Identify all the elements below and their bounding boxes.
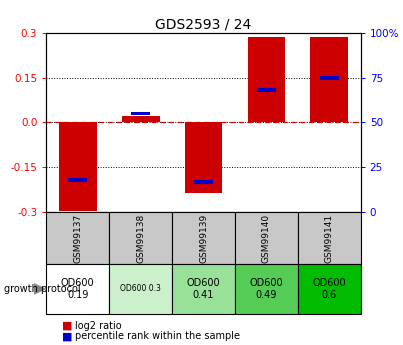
Polygon shape <box>34 284 46 294</box>
Bar <box>131 111 150 116</box>
Bar <box>235 212 298 264</box>
Bar <box>172 264 235 314</box>
Text: GSM99139: GSM99139 <box>199 214 208 263</box>
Bar <box>298 264 361 314</box>
Bar <box>194 180 213 184</box>
Text: OD600
0.49: OD600 0.49 <box>249 278 283 300</box>
Title: GDS2593 / 24: GDS2593 / 24 <box>156 18 251 32</box>
Bar <box>122 117 160 122</box>
Bar <box>257 88 276 92</box>
Text: OD600
0.6: OD600 0.6 <box>312 278 346 300</box>
Bar <box>69 178 87 182</box>
Bar <box>109 264 172 314</box>
Text: GSM99140: GSM99140 <box>262 214 271 263</box>
Bar <box>46 264 109 314</box>
Text: log2 ratio: log2 ratio <box>75 321 121 331</box>
Bar <box>247 37 285 122</box>
Bar <box>109 212 172 264</box>
Bar <box>46 212 109 264</box>
Text: ■: ■ <box>62 332 73 341</box>
Bar <box>185 122 222 193</box>
Text: growth protocol: growth protocol <box>4 284 81 294</box>
Text: GSM99137: GSM99137 <box>73 214 82 263</box>
Bar <box>172 212 235 264</box>
Text: OD600 0.3: OD600 0.3 <box>120 284 161 294</box>
Text: GSM99138: GSM99138 <box>136 214 145 263</box>
Bar <box>298 212 361 264</box>
Text: percentile rank within the sample: percentile rank within the sample <box>75 332 239 341</box>
Bar <box>310 37 348 122</box>
Text: GSM99141: GSM99141 <box>325 214 334 263</box>
Bar <box>235 264 298 314</box>
Text: OD600
0.19: OD600 0.19 <box>61 278 95 300</box>
Bar <box>320 76 339 80</box>
Text: OD600
0.41: OD600 0.41 <box>187 278 220 300</box>
Bar <box>59 122 97 211</box>
Text: ■: ■ <box>62 321 73 331</box>
